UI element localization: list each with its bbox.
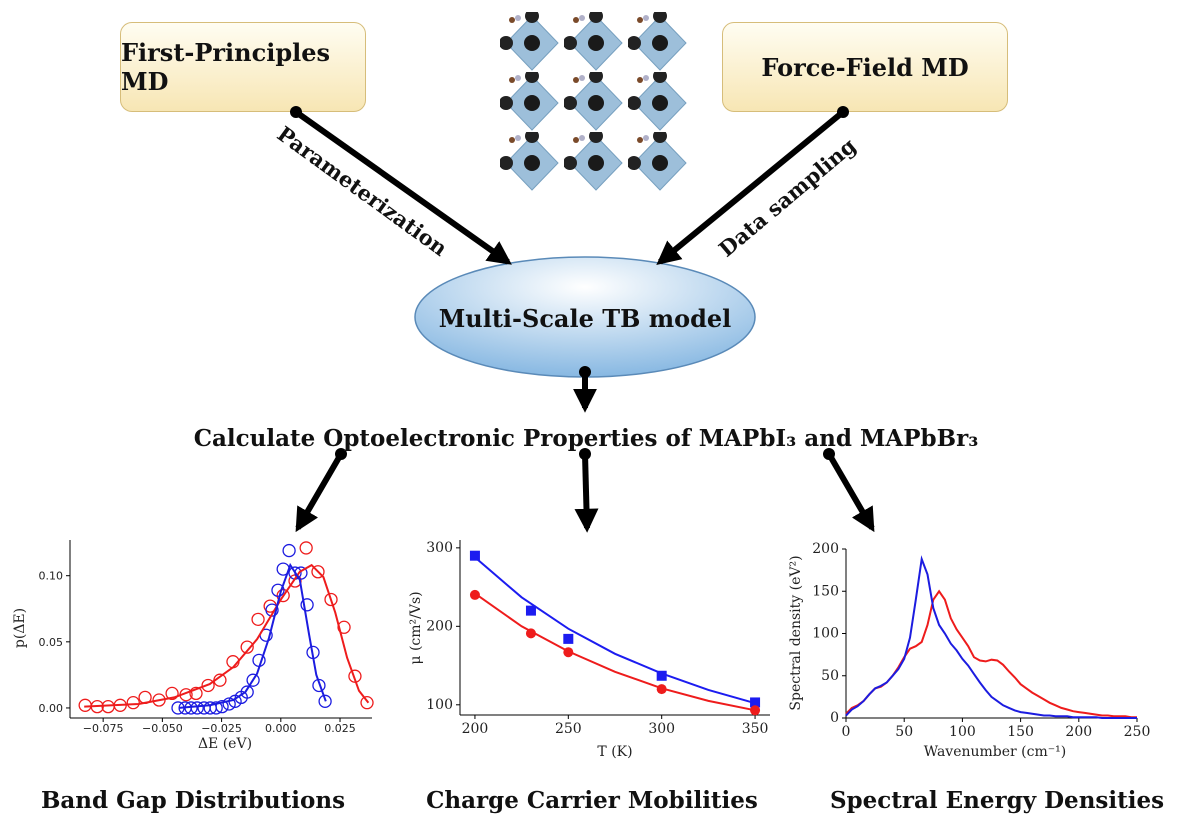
data-point [252,613,264,625]
x-tick-label: 0.025 [324,722,356,735]
chart-caption: Charge Carrier Mobilities [426,787,758,814]
x-tick-label: −0.025 [201,722,242,735]
y-axis-label: μ (cm²/Vs) [408,591,424,664]
y-axis-label: Spectral density (eV²) [788,555,804,710]
data-point [79,699,91,711]
data-point [563,634,573,644]
edge-label: Parameterization [273,121,452,261]
data-point [300,542,312,554]
x-tick-label: −0.050 [142,722,183,735]
step-label: Calculate Optoelectronic Properties of M… [194,425,979,452]
x-tick-label: 200 [1065,724,1092,740]
data-line [84,565,368,707]
x-tick-label: 200 [462,721,489,737]
y-tick-label: 300 [426,540,453,556]
x-tick-label: 0 [842,724,851,740]
y-tick-label: 0.10 [39,570,64,583]
x-tick-label: 250 [555,721,582,737]
data-line [846,559,1137,718]
x-tick-label: 350 [742,721,769,737]
y-tick-label: 100 [426,697,453,713]
y-tick-label: 50 [821,668,839,684]
x-tick-label: 300 [648,721,675,737]
y-tick-label: 200 [426,618,453,634]
data-point [127,697,139,709]
data-line [846,591,1137,717]
data-line [475,557,755,703]
canvas: Multi-Scale TB model Parameterization Da… [0,0,1203,815]
y-tick-label: 0.00 [39,702,64,715]
data-point [361,697,373,709]
y-tick-label: 100 [812,626,839,642]
chart-caption: Band Gap Distributions [41,787,345,814]
chart-caption: Spectral Energy Densities [830,787,1164,814]
x-axis-label: ΔE (eV) [198,736,252,752]
y-tick-label: 0.05 [39,636,64,649]
x-tick-label: 0.000 [265,722,297,735]
x-tick-label: 250 [1124,724,1151,740]
crystal-structure [499,9,686,190]
x-tick-label: 100 [949,724,976,740]
x-axis-label: T (K) [597,744,632,760]
x-tick-label: 150 [1007,724,1034,740]
y-tick-label: 0 [830,710,839,726]
data-line [475,593,755,710]
node-label: Multi-Scale TB model [439,304,732,333]
x-tick-label: −0.075 [83,722,124,735]
y-axis-label: p(ΔE) [12,608,28,648]
y-tick-label: 150 [812,583,839,599]
x-tick-label: 50 [895,724,913,740]
y-tick-label: 200 [812,541,839,557]
diagram: First-Principles MD Force-Field MD Multi… [0,0,1203,815]
x-axis-label: Wavenumber (cm⁻¹) [924,744,1066,760]
data-point [283,545,295,557]
